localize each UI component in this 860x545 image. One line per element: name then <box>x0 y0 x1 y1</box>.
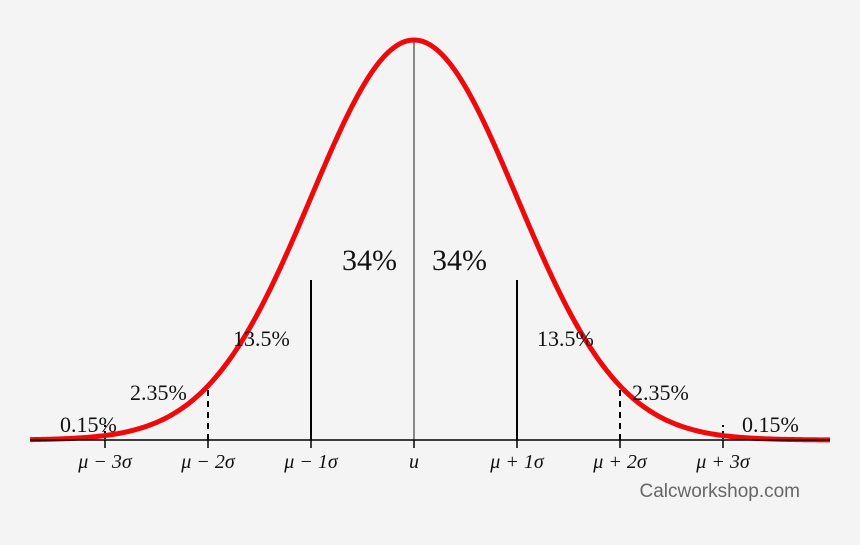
region-percent-label: 2.35% <box>632 380 689 405</box>
chart-svg: 0.15% 2.35% 13.5% 34% 34% 13.5% 2.35% 0.15% μ − … <box>0 0 860 545</box>
axis-sigma-label: u <box>409 451 419 473</box>
axis-sigma-label: μ − 2σ <box>180 451 236 473</box>
axis-sigma-label: μ + 2σ <box>592 451 648 473</box>
region-percent-label: 0.15% <box>60 412 117 437</box>
axis-sigma-label: μ + 1σ <box>489 451 545 473</box>
region-percent-label: 0.15% <box>742 412 799 437</box>
axis-sigma-label: μ + 3σ <box>695 451 751 473</box>
normal-distribution-figure: { "chart": { "type": "normal-distributio… <box>0 0 860 545</box>
region-percent-label: 34% <box>432 244 487 277</box>
region-percent-label: 2.35% <box>130 380 187 405</box>
axis-sigma-label: μ − 1σ <box>283 451 339 473</box>
attribution-text: Calcworkshop.com <box>640 481 801 503</box>
region-percent-label: 34% <box>342 244 397 277</box>
region-percent-label: 13.5% <box>233 326 290 351</box>
region-percent-label: 13.5% <box>537 326 594 351</box>
axis-sigma-label: μ − 3σ <box>77 451 133 473</box>
